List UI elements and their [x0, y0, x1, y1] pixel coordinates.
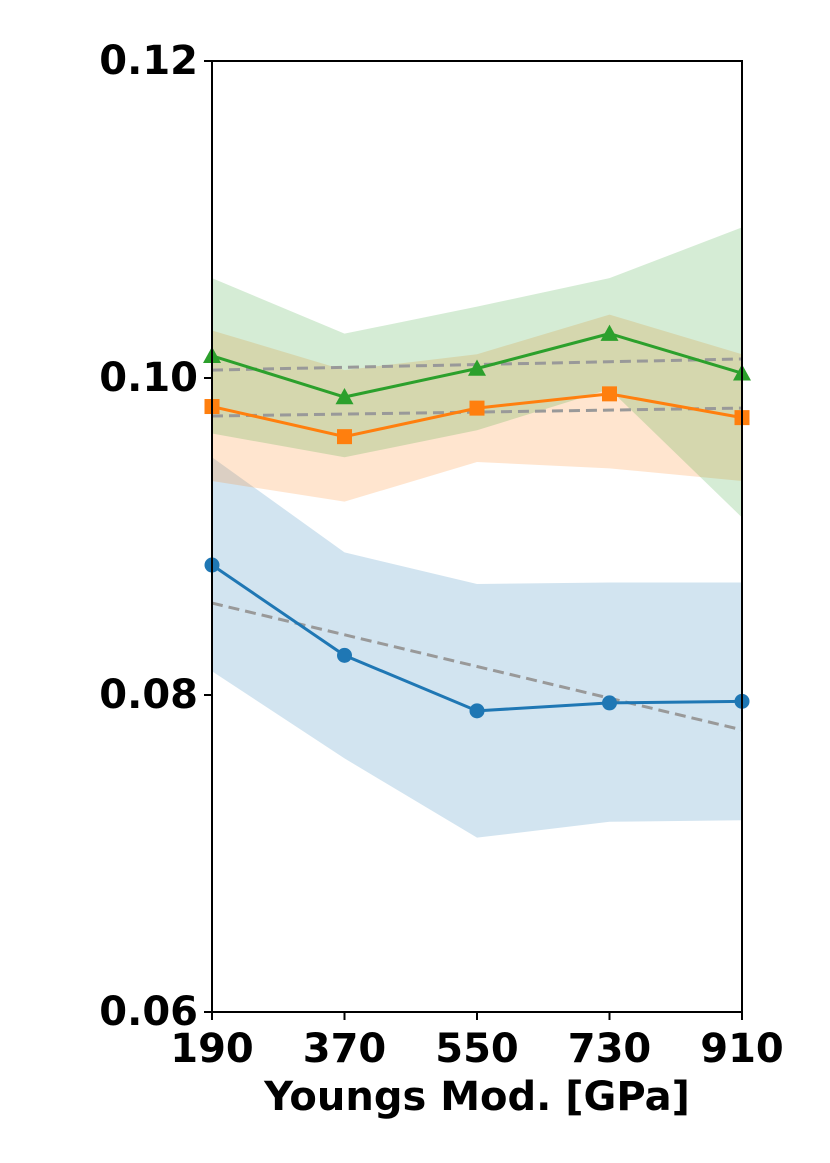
- y-tick-label-2: 0.10: [99, 355, 198, 401]
- point-series-0-1: [337, 647, 352, 663]
- point-series-1-1: [337, 429, 352, 445]
- y-tick-label-1: 0.08: [99, 672, 198, 718]
- point-series-2-3: [600, 324, 619, 341]
- point-series-1-3: [602, 386, 617, 402]
- x-tick-label-1: 370: [303, 1026, 387, 1072]
- point-series-0-2: [469, 703, 485, 719]
- band-series-0: [212, 457, 742, 838]
- point-series-0-3: [602, 695, 617, 711]
- x-tick-label-0: 190: [170, 1026, 254, 1072]
- x-axis-label: Youngs Mod. [GPa]: [263, 1074, 690, 1120]
- point-series-2-2: [468, 359, 486, 376]
- y-axis: 0.06 0.08 0.10 0.12: [99, 38, 212, 1035]
- x-tick-label-3: 730: [568, 1026, 652, 1072]
- x-axis: 190 370 550 730 910: [170, 1012, 784, 1072]
- point-series-1-2: [469, 400, 485, 416]
- x-tick-label-4: 910: [700, 1026, 784, 1072]
- confidence-bands: [212, 227, 742, 838]
- series-markers: [203, 324, 751, 719]
- y-tick-label-3: 0.12: [99, 38, 198, 84]
- y-tick-label-0: 0.06: [99, 989, 198, 1035]
- point-series-2-1: [335, 388, 354, 405]
- x-tick-label-2: 550: [435, 1026, 519, 1072]
